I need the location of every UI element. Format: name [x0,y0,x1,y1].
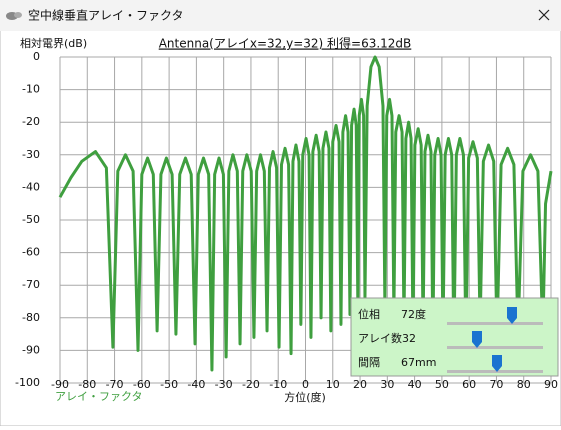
control-value: 67mm [401,356,436,369]
y-axis-label: 相対電界(dB) [20,36,87,50]
x-tick-label: 0 [302,378,309,391]
control-value: 72度 [401,307,426,321]
x-tick-label: -50 [160,378,178,391]
y-tick-label: -50 [22,213,40,226]
app-icon [6,12,22,20]
y-tick-label: -100 [15,376,40,389]
x-tick-label: -10 [269,378,287,391]
y-tick-label: -40 [22,180,40,193]
x-tick-label: 70 [489,378,503,391]
control-label: 間隔 [358,356,380,369]
series-line [58,55,553,372]
slider-track [447,370,543,373]
x-tick-label: 80 [517,378,531,391]
y-tick-label: -80 [22,311,40,324]
x-tick-label: 40 [408,378,422,391]
x-tick-label: 60 [462,378,476,391]
y-tick-label: -20 [22,115,40,128]
control-panel [350,297,559,377]
x-tick-label: 30 [380,378,394,391]
x-axis-label: 方位(度) [284,390,326,404]
x-tick-label: 50 [435,378,449,391]
slider-thumb[interactable] [507,307,517,324]
chart-title: Antenna(アレイx=32,y=32) 利得=63.12dB [159,36,412,51]
control-label: 位相 [358,307,380,321]
y-tick-label: 0 [33,50,40,63]
x-tick-label: -60 [133,378,151,391]
legend-label: アレイ・ファクタ [55,390,143,403]
title-bar [0,0,561,31]
x-tick-label: 10 [326,378,340,391]
x-tick-label: -40 [187,378,205,391]
window-title: 空中線垂直アレイ・ファクタ [28,8,184,23]
y-tick-label: -70 [22,278,40,291]
slider-thumb[interactable] [492,355,502,372]
y-tick-label: -90 [22,343,40,356]
y-tick-label: -60 [22,246,40,259]
control-value: 32 [402,332,416,345]
x-tick-label: -70 [106,378,124,391]
x-tick-label: -20 [242,378,260,391]
x-tick-label: -80 [78,378,96,391]
x-tick-label: 90 [544,378,558,391]
slider-track [447,346,543,349]
control-label: アレイ数 [358,332,402,345]
slider-track [447,322,543,325]
plot: 0-10-20-30-40-50-60-70-80-90-100 -90 -80 -7… [15,50,558,403]
slider-thumb[interactable] [472,331,482,348]
x-tick-label: 20 [353,378,367,391]
close-button[interactable] [538,9,550,21]
y-tick-label: -30 [22,148,40,161]
y-tick-label: -10 [22,83,40,96]
x-tick-label: -90 [51,378,69,391]
x-tick-label: -30 [215,378,233,391]
